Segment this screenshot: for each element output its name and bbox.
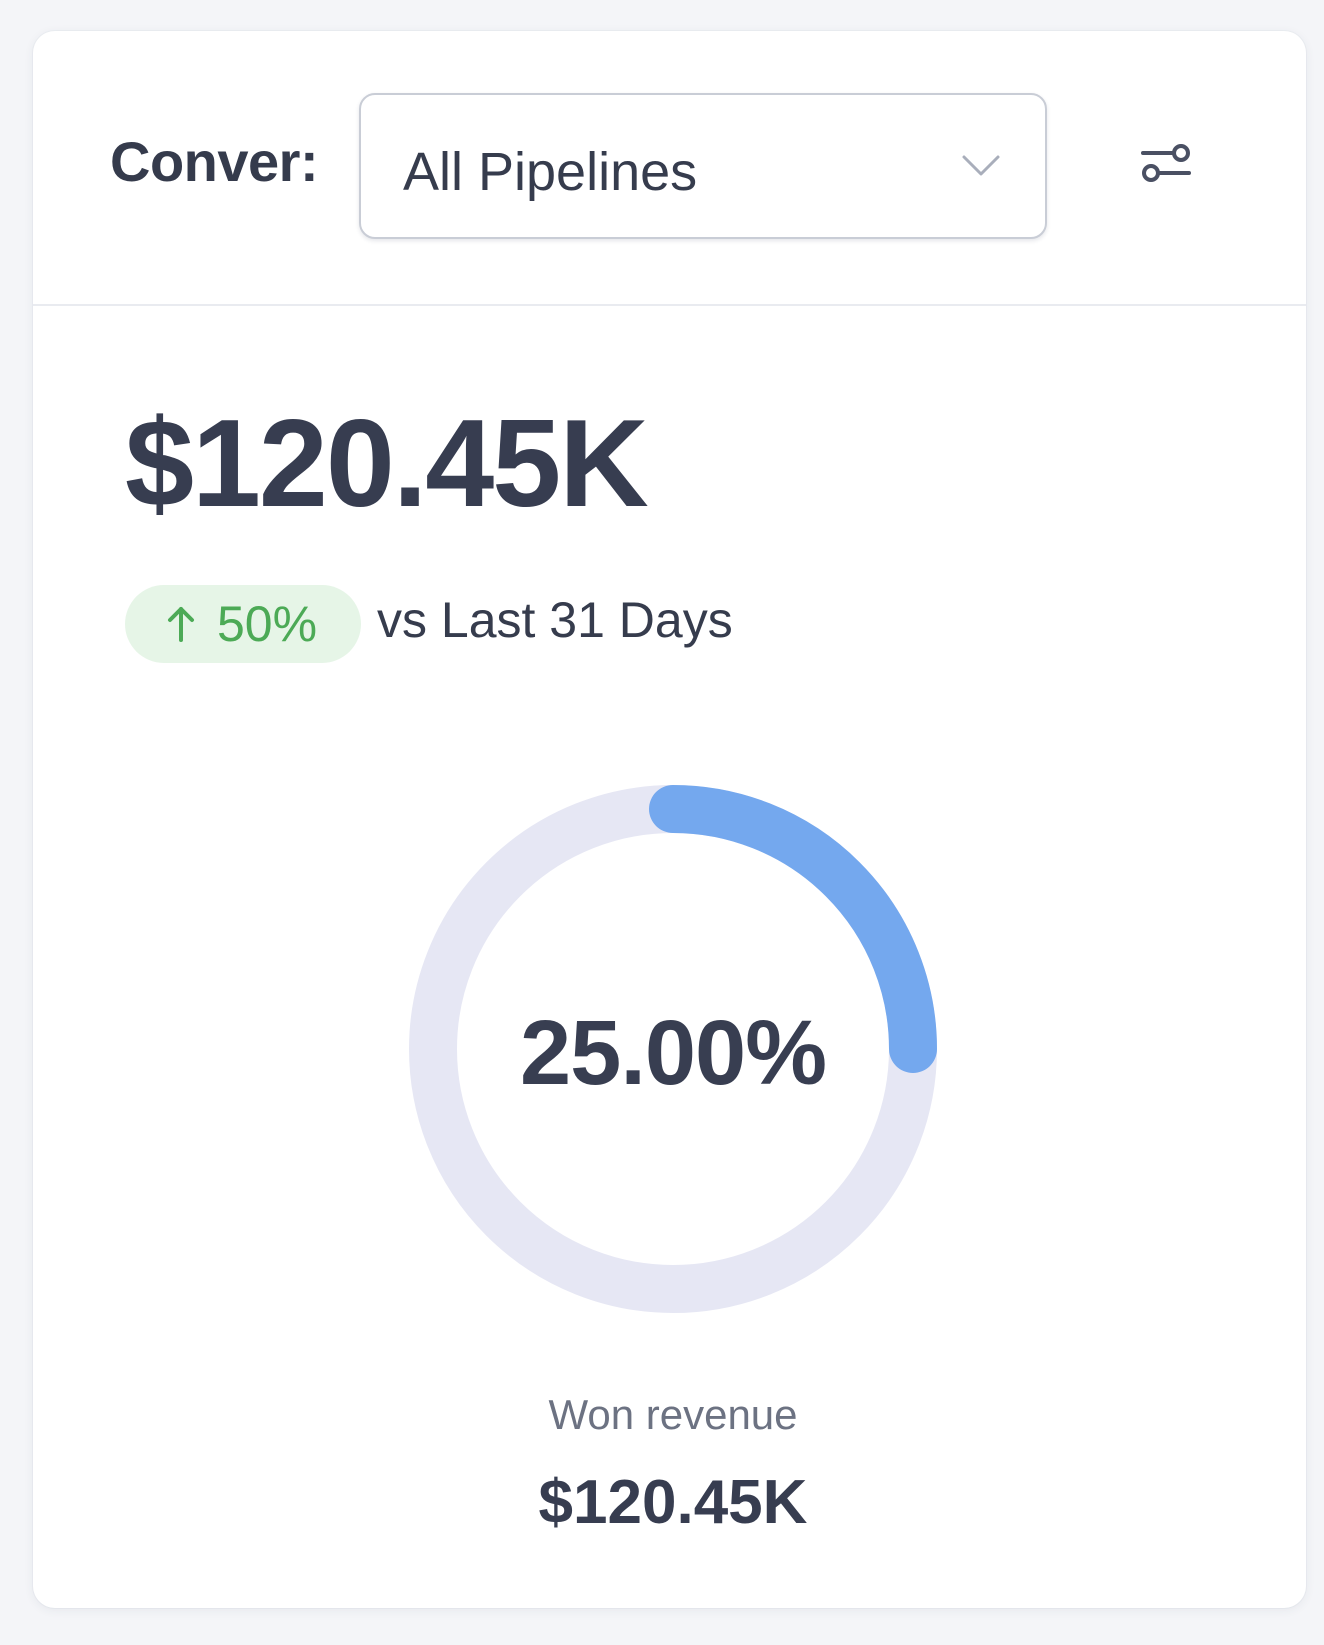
chevron-down-icon [962,155,1000,176]
filter-label: Conver: [110,130,319,193]
card-header: Conver: All Pipelines [33,31,1306,306]
sliders-icon[interactable] [1135,131,1197,191]
donut-progress [649,785,937,1073]
won-revenue-value: $120.45K [538,1468,808,1537]
won-revenue-label: Won revenue [548,1391,798,1438]
donut-percent-label: 25.00% [519,1002,827,1104]
pipeline-select-value: All Pipelines [403,142,698,202]
change-badge-value: 50% [216,596,318,652]
pipeline-select[interactable]: All Pipelines [359,93,1047,239]
conversion-card: Conver: All Pipelines $120.45K 50% vs La… [33,31,1306,1608]
change-badge: 50% [125,585,361,663]
arrow-up-icon [167,607,194,642]
metric-value: $120.45K [125,395,649,533]
comparison-text: vs Last 31 Days [377,592,733,648]
conversion-donut [409,785,937,1313]
